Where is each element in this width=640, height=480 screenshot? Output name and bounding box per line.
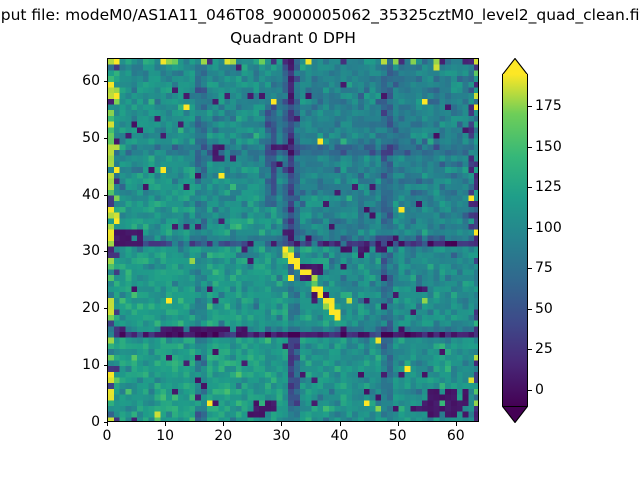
colorbar-extend-min-arrow: [501, 405, 529, 424]
x-tick-label: 10: [156, 428, 175, 444]
y-tick-mark: [103, 422, 107, 423]
axes-title: Quadrant 0 DPH: [230, 29, 356, 47]
x-tick-mark: [165, 422, 167, 426]
y-tick-label: 60: [82, 72, 100, 89]
input-file-suptitle: Input file: modeM0/AS1A11_046T08_9000005…: [0, 4, 640, 26]
colorbar-gradient: [503, 74, 527, 406]
y-tick-mark: [103, 137, 107, 139]
colorbar-gradient-body: [502, 74, 528, 406]
x-tick-mark: [397, 422, 399, 426]
heatmap-axes[interactable]: [107, 58, 479, 422]
x-tick-label: 0: [102, 428, 112, 444]
y-tick-label: 10: [82, 357, 100, 374]
y-tick-label: 0: [91, 414, 100, 430]
x-tick-label: 40: [330, 428, 349, 444]
colorbar-tick-label: 25: [535, 341, 553, 358]
y-tick-label: 40: [82, 186, 100, 203]
x-tick-label: 50: [388, 428, 407, 444]
colorbar-tick-label: 75: [535, 260, 553, 277]
heatmap-image: [108, 59, 478, 421]
y-tick-mark: [103, 365, 107, 367]
x-tick-mark: [107, 422, 108, 426]
colorbar-tick-label: 100: [535, 219, 562, 236]
input-file-text: Input file: modeM0/AS1A11_046T08_9000005…: [0, 6, 640, 24]
y-tick-mark: [103, 80, 107, 82]
y-tick-label: 50: [82, 129, 100, 146]
x-tick-mark: [339, 422, 341, 426]
colorbar-tick-label: 125: [535, 179, 562, 196]
x-tick-label: 30: [272, 428, 291, 444]
colorbar-tick-mark: [528, 106, 532, 108]
y-tick-label: 30: [82, 243, 100, 260]
y-tick-mark: [103, 194, 107, 196]
colorbar-tick-mark: [528, 389, 532, 391]
x-tick-label: 60: [446, 428, 465, 444]
colorbar-tick-label: 150: [535, 138, 562, 155]
colorbar-tick-mark: [528, 349, 532, 351]
colorbar-extend-max-arrow: [501, 57, 529, 76]
colorbar-tick-mark: [528, 146, 532, 148]
colorbar-tick-label: 0: [535, 381, 544, 398]
colorbar[interactable]: [501, 57, 529, 424]
x-tick-mark: [281, 422, 283, 426]
y-tick-mark: [103, 308, 107, 310]
x-tick-label: 20: [214, 428, 233, 444]
y-tick-label: 20: [82, 300, 100, 317]
colorbar-tick-mark: [528, 187, 532, 189]
x-tick-mark: [455, 422, 457, 426]
colorbar-tick-mark: [528, 268, 532, 270]
colorbar-tick-mark: [528, 227, 532, 229]
colorbar-tick-label: 50: [535, 300, 553, 317]
colorbar-tick-label: 175: [535, 98, 562, 115]
colorbar-tick-mark: [528, 308, 532, 310]
x-tick-mark: [223, 422, 225, 426]
y-tick-mark: [103, 251, 107, 253]
